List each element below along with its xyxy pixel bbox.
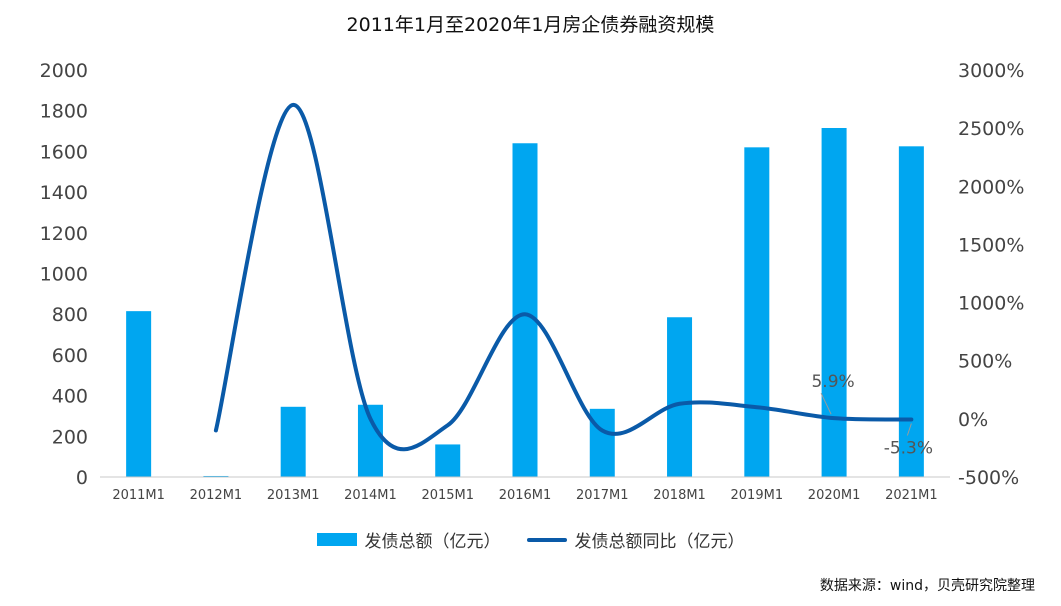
y-left-tick-label: 2000 (40, 60, 88, 82)
x-tick-label: 2021M1 (885, 488, 938, 503)
bar (821, 127, 847, 477)
bar (667, 317, 693, 477)
x-tick-label: 2017M1 (576, 488, 629, 503)
y-left-tick-label: 1200 (40, 223, 88, 245)
x-tick-label: 2020M1 (808, 488, 861, 503)
y-left-tick-label: 200 (52, 426, 88, 448)
y-left-tick-label: 1400 (40, 182, 88, 204)
y-left-tick-label: 1600 (40, 141, 88, 163)
x-tick-label: 2016M1 (499, 488, 552, 503)
x-tick-label: 2012M1 (190, 488, 243, 503)
bar (435, 444, 461, 477)
y-left-tick-label: 400 (52, 386, 88, 408)
bar (589, 408, 615, 477)
y-right-tick-label: 500% (958, 351, 1012, 373)
legend-line-swatch (526, 537, 567, 542)
x-tick-label: 2013M1 (267, 488, 320, 503)
chart-title: 2011年1月至2020年1月房企债券融资规模 (346, 14, 715, 36)
annotation-label: -5.3% (884, 438, 933, 458)
legend: 发债总额（亿元） 发债总额同比（亿元） (0, 527, 1061, 552)
source-note: 数据来源：wind，贝壳研究院整理 (819, 578, 1035, 594)
y-right-tick-label: -500% (958, 467, 1019, 489)
x-tick-label: 2019M1 (731, 488, 784, 503)
y-left-tick-label: 1000 (40, 264, 88, 286)
bar (280, 406, 306, 477)
y-right-tick-label: 0% (958, 409, 988, 431)
x-tick-label: 2011M1 (112, 488, 165, 503)
x-tick-label: 2014M1 (344, 488, 397, 503)
annotation-layer: 5.9% -5.3% (811, 372, 933, 458)
annotation-label: 5.9% (811, 372, 854, 392)
y-right-tick-label: 3000% (958, 60, 1024, 82)
line-layer (213, 102, 914, 452)
annotation-leader (820, 392, 832, 415)
bar (898, 146, 924, 477)
legend-item-bars: 发债总额（亿元） (316, 527, 501, 552)
x-tick-label: 2015M1 (421, 488, 474, 503)
yoy-line (213, 102, 914, 452)
legend-bar-swatch (316, 533, 357, 546)
legend-item-line: 发债总额同比（亿元） (526, 527, 745, 552)
y-left-tick-label: 600 (52, 345, 88, 367)
bar (744, 147, 770, 477)
axis-layer: 0 200 400 600 800 1000 1200 1400 1600 1800 2000 -50… (40, 60, 1025, 503)
bar (126, 311, 152, 477)
x-tick-label: 2018M1 (653, 488, 706, 503)
y-right-tick-label: 1000% (958, 293, 1024, 315)
legend-bar-label: 发债总额（亿元） (364, 532, 501, 552)
annotation-leader (906, 423, 912, 436)
bars-layer (126, 127, 924, 477)
y-left-tick-label: 1800 (40, 101, 88, 123)
y-left-tick-label: 0 (76, 467, 88, 489)
y-right-tick-label: 2500% (958, 118, 1024, 140)
bar (203, 475, 229, 477)
y-left-tick-label: 800 (52, 304, 88, 326)
legend-line-label: 发债总额同比（亿元） (574, 532, 745, 552)
bar (512, 143, 538, 477)
y-right-tick-label: 2000% (958, 176, 1024, 198)
y-right-tick-label: 1500% (958, 234, 1024, 256)
